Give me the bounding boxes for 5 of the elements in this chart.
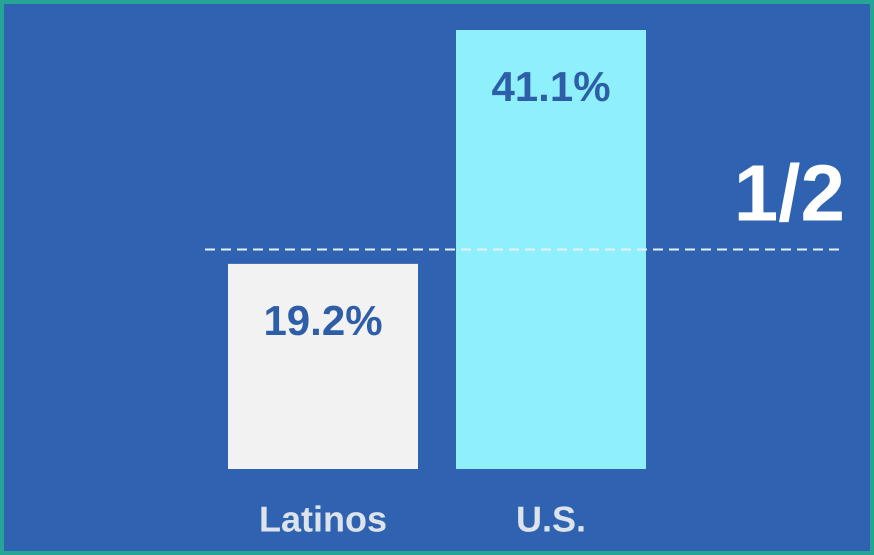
annotation: 1/2 (734, 148, 845, 238)
x-tick-label: Latinos (258, 498, 388, 540)
data-label: 19.2% (263, 296, 383, 344)
data-label: 41.1% (491, 63, 611, 110)
x-tick-label: U.S. (516, 498, 586, 540)
